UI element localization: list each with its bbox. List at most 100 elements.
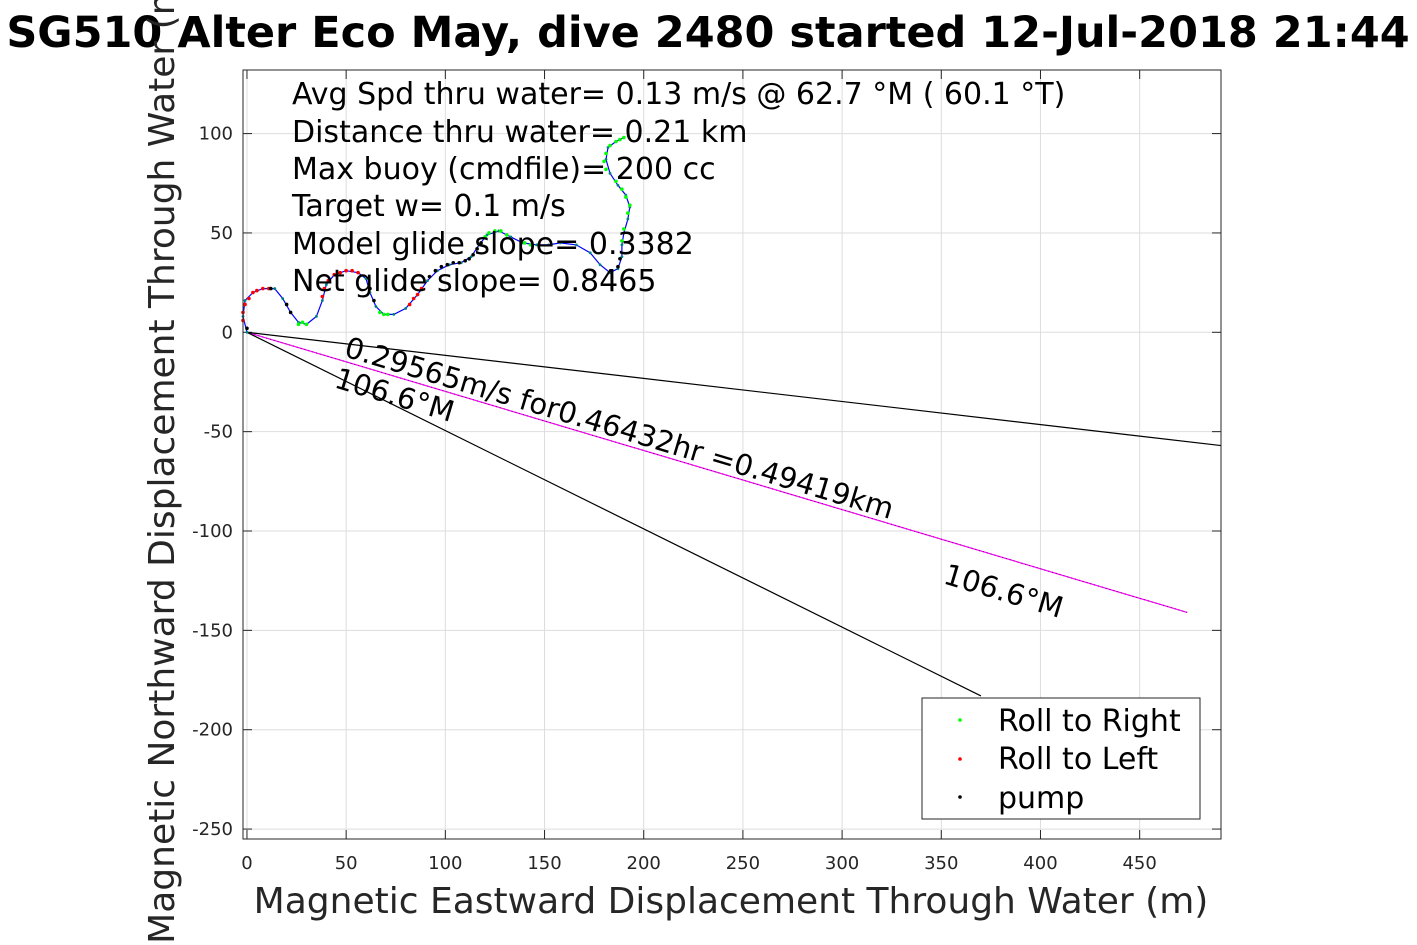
track-point [392, 313, 396, 316]
track-point [547, 243, 550, 247]
track-point [243, 299, 247, 302]
roll-right-point [620, 187, 624, 192]
roll-left-point [326, 278, 331, 283]
track-point [620, 243, 624, 247]
vector-line-1 [246, 331, 982, 697]
roll-right-point [614, 179, 618, 184]
roll-right-point [300, 320, 305, 325]
track-point [598, 263, 602, 267]
track-point [574, 243, 578, 247]
roll-right-point [604, 151, 608, 156]
roll-left-point [407, 302, 412, 307]
roll-right-point [382, 312, 386, 317]
pump-point [463, 258, 467, 263]
y-tick-label: 50 [210, 223, 233, 244]
x-tick-label: 0 [241, 853, 252, 874]
y-axis-ticks: 100 50 0 -50 -100 -150 -200 -250 [192, 124, 1221, 840]
roll-left-point [356, 270, 360, 275]
roll-left-point [243, 302, 247, 307]
annotation-target-w: Target w= 0.1 m/s [291, 189, 566, 224]
track-point [324, 283, 328, 287]
pump-point [368, 286, 372, 291]
track-point [626, 217, 630, 221]
track-point [588, 251, 592, 255]
track-point [535, 243, 538, 247]
roll-right-point [604, 167, 608, 172]
track-point [608, 171, 612, 175]
legend-marker-roll-left [958, 757, 962, 761]
x-tick-label: 300 [825, 853, 859, 874]
track-point [245, 330, 249, 334]
legend-label-roll-left: Roll to Left [998, 742, 1158, 777]
roll-right-point [386, 312, 390, 317]
x-axis-ticks: 0 50 100 150 200 250 300 350 400 450 [241, 70, 1157, 874]
pump-point [372, 298, 376, 303]
pump-point [268, 286, 273, 291]
pump-point [284, 302, 289, 307]
pump-point [618, 256, 622, 261]
track-point [608, 271, 612, 275]
roll-right-point [614, 139, 618, 144]
annotation-max-buoy: Max buoy (cmdfile)= 200 cc [292, 152, 716, 187]
axes-box [242, 69, 1222, 840]
pump-point [451, 260, 456, 265]
roll-right-point [493, 229, 497, 233]
roll-right-point [528, 243, 533, 247]
x-tick-label: 200 [627, 853, 661, 874]
vector-line-2 [246, 331, 1222, 447]
roll-right-point [378, 310, 382, 315]
annotation-model-glide: Model glide slope= 0.3382 [292, 227, 694, 262]
y-tick-label: -50 [204, 422, 233, 443]
roll-left-point [344, 268, 348, 273]
track-point [281, 297, 285, 300]
annotation-avg-speed: Avg Spd thru water= 0.13 m/s @ 62.7 °M (… [292, 77, 1065, 112]
y-tick-label: -200 [192, 720, 233, 741]
legend-label-roll-right: Roll to Right [998, 704, 1181, 739]
roll-left-point [332, 272, 337, 277]
legend-box [921, 697, 1201, 820]
y-tick-label: -150 [192, 620, 233, 641]
legend-marker-roll-right [958, 718, 962, 722]
roll-right-point [608, 143, 612, 148]
roll-right-point [483, 235, 487, 239]
roll-right-point [602, 159, 606, 164]
pump-point [427, 274, 432, 279]
roll-left-point [261, 286, 265, 291]
track-point [469, 255, 473, 259]
pump-point [445, 262, 450, 267]
roll-right-point [622, 227, 626, 231]
x-tick-label: 450 [1122, 853, 1156, 874]
track-point [273, 287, 277, 290]
roll-right-point [487, 231, 491, 235]
x-tick-label: 150 [527, 853, 561, 874]
x-tick-label: 50 [335, 853, 358, 874]
roll-left-point [350, 268, 354, 273]
track-point [616, 183, 620, 187]
roll-right-point [622, 135, 626, 140]
chart-title: SG510 Alter Eco May, dive 2480 started 1… [6, 8, 1409, 58]
roll-left-point [411, 296, 416, 301]
legend: Roll to Right Roll to Left pump [921, 697, 1201, 820]
pump-point [245, 326, 249, 331]
track-point [606, 146, 610, 149]
y-tick-label: -100 [192, 521, 233, 542]
annotation-net-glide: Net glide slope= 0.8465 [292, 264, 656, 299]
track-point [314, 314, 318, 318]
vector-line-0 [246, 331, 1188, 614]
pump-point [471, 252, 475, 257]
y-tick-label: 100 [199, 124, 233, 145]
roll-right-point [522, 241, 527, 245]
x-tick-label: 100 [428, 853, 462, 874]
pump-point [433, 268, 438, 273]
roll-right-point [628, 203, 632, 207]
track-point [485, 233, 489, 237]
roll-left-point [322, 286, 327, 291]
track-point [404, 307, 408, 310]
y-axis-label: Magnetic Northward Displacement Through … [142, 0, 183, 944]
track-point [559, 241, 562, 245]
track-point [509, 235, 513, 239]
roll-right-point [505, 233, 509, 237]
track-point [604, 158, 608, 161]
y-tick-label: -250 [192, 819, 233, 840]
